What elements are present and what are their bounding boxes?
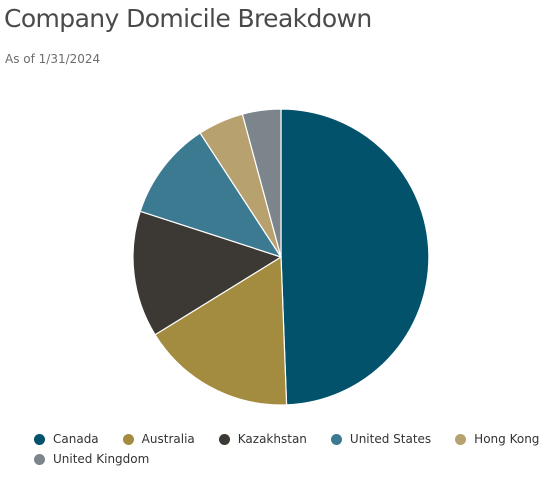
legend-item-united-states[interactable]: United States bbox=[330, 431, 432, 447]
pie-slice-australia[interactable] bbox=[154, 256, 288, 406]
legend-label-hong-kong: Hong Kong bbox=[474, 432, 540, 446]
legend-label-australia: Australia bbox=[141, 432, 195, 446]
pie-slice-united-states[interactable] bbox=[139, 132, 282, 258]
pie-slice-united-kingdom[interactable] bbox=[241, 108, 282, 258]
chart-subtitle: As of 1/31/2024 bbox=[5, 52, 101, 66]
legend-swatch-hong-kong bbox=[455, 433, 467, 445]
pie-slice-kazakhstan[interactable] bbox=[132, 210, 282, 336]
legend-item-hong-kong[interactable]: Hong Kong bbox=[455, 431, 539, 447]
chart-title: Company Domicile Breakdown bbox=[4, 4, 372, 33]
legend-item-canada[interactable]: Canada bbox=[34, 431, 99, 447]
legend-label-united-kingdom: United Kingdom bbox=[53, 452, 150, 466]
legend-item-united-kingdom[interactable]: United Kingdom bbox=[34, 451, 149, 467]
pie-slice-canada[interactable] bbox=[280, 108, 430, 406]
legend-label-kazakhstan: Kazakhstan bbox=[237, 432, 307, 446]
legend-swatch-united-kingdom bbox=[34, 453, 45, 465]
legend-item-kazakhstan[interactable]: Kazakhstan bbox=[218, 431, 307, 447]
legend-swatch-kazakhstan bbox=[218, 433, 230, 445]
legend-item-australia[interactable]: Australia bbox=[122, 431, 195, 447]
pie-chart bbox=[132, 108, 430, 406]
legend-swatch-canada bbox=[34, 433, 45, 445]
chart-legend: Canada Australia Kazakhstan United States Ho… bbox=[34, 431, 544, 467]
legend-label-canada: Canada bbox=[53, 432, 99, 446]
legend-swatch-australia bbox=[122, 433, 134, 445]
legend-swatch-united-states bbox=[330, 433, 342, 445]
legend-label-united-states: United States bbox=[349, 432, 432, 446]
